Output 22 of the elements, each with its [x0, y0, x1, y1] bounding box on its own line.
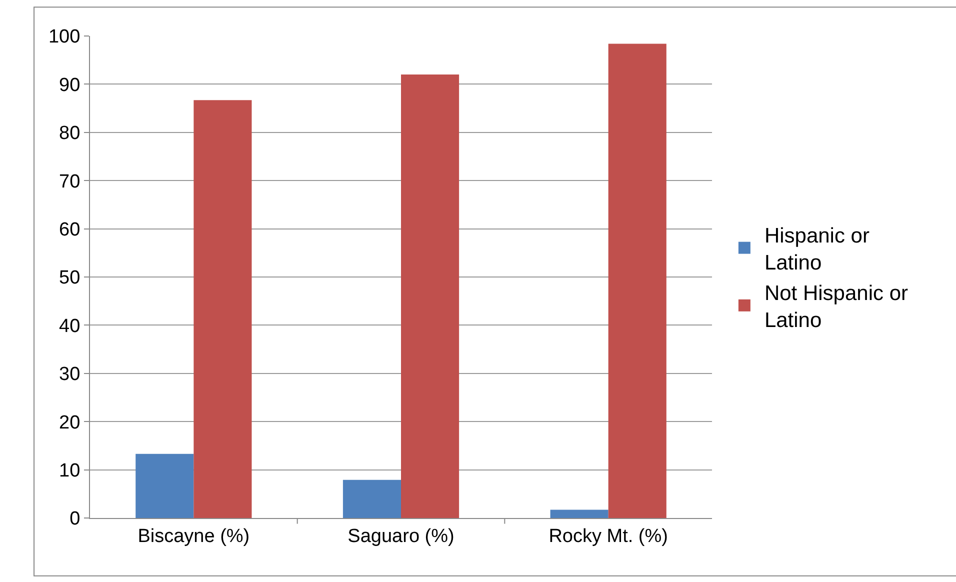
y-tick-label: 40	[59, 316, 80, 337]
y-tick-label: 100	[48, 26, 80, 48]
x-tick-label: Saguaro (%)	[348, 526, 454, 547]
y-tick-label: 90	[59, 74, 80, 96]
x-tick-label: Biscayne (%)	[138, 526, 250, 547]
x-tick-label: Rocky Mt. (%)	[548, 526, 668, 547]
legend-label: Hispanic or Latino	[764, 224, 870, 275]
y-tick-label: 0	[70, 508, 80, 530]
y-tick-label: 30	[59, 364, 80, 386]
y-tick-label: 60	[59, 219, 80, 240]
legend-label: Not Hispanic or Latino	[764, 282, 908, 332]
bar	[608, 44, 666, 518]
bar	[194, 100, 252, 518]
y-tick-label: 50	[59, 268, 80, 289]
bar	[401, 74, 460, 518]
y-tick-label: 20	[59, 412, 80, 434]
y-tick-label: 10	[59, 460, 80, 482]
y-tick-label: 70	[59, 171, 80, 192]
bar	[136, 454, 194, 518]
bar	[550, 510, 608, 518]
bar	[342, 480, 401, 518]
y-tick-label: 80	[59, 123, 80, 144]
